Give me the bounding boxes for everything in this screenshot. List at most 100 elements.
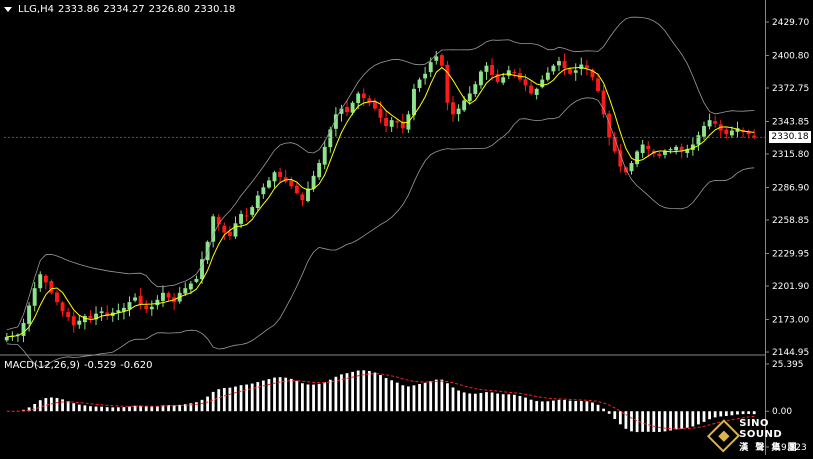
candle-body — [646, 145, 651, 150]
high-value: 2334.27 — [103, 4, 145, 15]
candle-body — [133, 297, 138, 301]
candle-body — [127, 302, 132, 310]
candle-body — [289, 180, 294, 187]
candle-body — [400, 121, 405, 129]
candle-body — [149, 306, 154, 310]
candle-body — [166, 293, 171, 298]
candle-body — [395, 121, 400, 123]
candle-body — [439, 55, 444, 66]
candle-body — [71, 316, 76, 326]
candle-body — [729, 130, 734, 136]
candle-body — [144, 305, 149, 310]
candle-body — [434, 56, 439, 61]
candle-body — [138, 295, 143, 305]
candle-body — [707, 120, 712, 127]
candle-body — [428, 62, 433, 73]
current-price-label: 2330.18 — [769, 131, 811, 143]
candle-body — [194, 278, 199, 282]
candle-body — [356, 93, 361, 103]
candle-body — [551, 65, 556, 72]
macd-y-tick-label: 0.00 — [772, 407, 792, 417]
candle-body — [99, 311, 104, 314]
candle-body — [311, 175, 316, 189]
low-value: 2326.80 — [148, 4, 191, 15]
candle-body — [88, 316, 93, 319]
candle-body — [94, 313, 98, 320]
candle-body — [713, 121, 718, 124]
candle-body — [690, 144, 695, 150]
candle-body — [322, 146, 327, 165]
candle-body — [663, 151, 667, 155]
logo-line2: 漢 聲 集 團 — [739, 443, 799, 453]
candle-body — [183, 288, 188, 294]
symbol-label: LLG,H4 — [18, 4, 54, 15]
candle-body — [205, 241, 210, 261]
dropdown-triangle-icon[interactable] — [4, 7, 12, 12]
candle-body — [746, 131, 751, 135]
candle-body — [596, 78, 600, 92]
macd-main-value: -0.529 — [83, 360, 117, 371]
candle-body — [367, 98, 372, 103]
candle-body — [328, 129, 333, 148]
candle-body — [484, 65, 489, 72]
candle-body — [451, 102, 455, 115]
macd-signal-value: -0.620 — [120, 360, 153, 371]
candle-body — [361, 93, 366, 99]
y-tick-label: 2343.85 — [772, 117, 809, 127]
candle-body — [657, 153, 662, 157]
candle-body — [4, 336, 9, 341]
candle-body — [668, 149, 673, 151]
candle-body — [601, 90, 606, 115]
candle-body — [239, 214, 244, 224]
candle-body — [278, 171, 283, 177]
bollinger-lower-line — [6, 97, 755, 369]
candle-body — [333, 114, 338, 129]
candle-body — [512, 72, 517, 74]
candle-body — [640, 144, 645, 154]
candle-body — [456, 108, 461, 115]
y-tick-label: 2372.75 — [772, 84, 809, 94]
macd-y-tick-label: 25.395 — [772, 360, 804, 370]
candle-body — [227, 231, 232, 237]
close-value: 2330.18 — [194, 4, 236, 15]
candle-body — [534, 88, 539, 95]
candle-body — [244, 215, 249, 217]
candle-body — [121, 307, 126, 312]
candle-body — [473, 84, 478, 95]
candle-body — [294, 185, 299, 194]
y-tick-label: 2173.00 — [772, 315, 809, 325]
candle-body — [60, 302, 65, 312]
macd-signal-line — [6, 373, 755, 430]
candle-body — [82, 316, 87, 323]
candle-body — [255, 195, 260, 208]
candle-body — [629, 163, 634, 172]
candle-body — [752, 135, 757, 138]
candle-body — [345, 106, 349, 113]
chart-header: LLG,H4 2333.86 2334.27 2326.80 2330.18 — [4, 4, 235, 15]
candle-body — [584, 65, 589, 69]
moving-average-line — [6, 66, 755, 338]
candle-body — [685, 149, 690, 154]
candle-body — [339, 108, 344, 114]
candle-body — [155, 299, 160, 306]
candle-body — [501, 77, 506, 83]
y-tick-label: 2258.85 — [772, 216, 809, 226]
y-tick-label: 2429.70 — [772, 18, 809, 28]
candle-body — [32, 288, 37, 306]
candle-body — [55, 292, 59, 303]
y-tick-label: 2144.95 — [772, 348, 809, 358]
candle-body — [161, 292, 165, 301]
candle-body — [272, 172, 277, 182]
candle-body — [735, 128, 740, 132]
candle-body — [77, 320, 82, 325]
y-tick-label: 2400.80 — [772, 51, 809, 61]
candle-body — [445, 64, 450, 103]
candle-body — [266, 180, 271, 188]
candle-body — [350, 102, 355, 113]
candle-body — [674, 146, 679, 151]
candle-body — [66, 312, 71, 318]
candle-body — [216, 216, 221, 225]
candle-body — [568, 69, 573, 74]
candle-body — [635, 151, 640, 165]
